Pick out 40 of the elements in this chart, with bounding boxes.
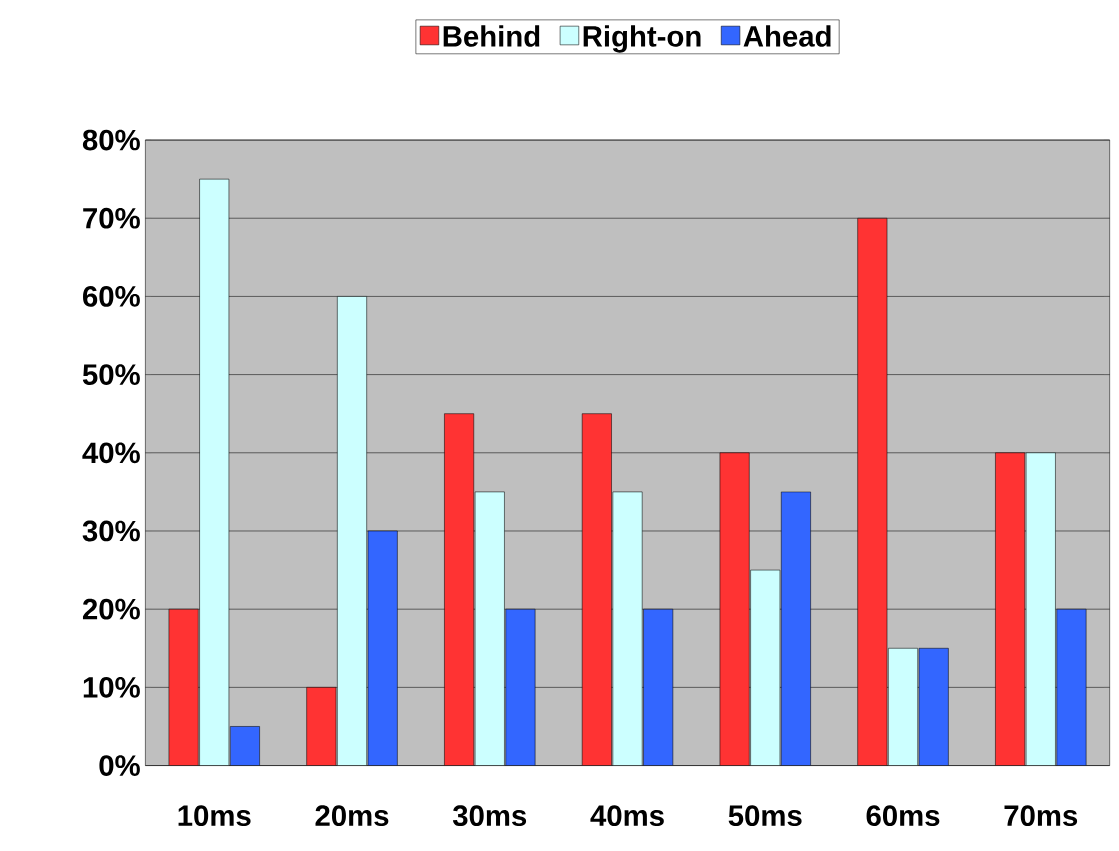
x-tick-label: 60ms: [866, 805, 940, 827]
bar: [581, 413, 612, 766]
bar: [643, 608, 674, 766]
bar: [1056, 608, 1087, 766]
bar: [857, 218, 888, 766]
y-tick-label: 10%: [83, 677, 140, 698]
x-tick-label: 40ms: [590, 805, 664, 827]
bar: [719, 452, 750, 766]
bar: [1025, 452, 1056, 766]
bar: [474, 491, 505, 766]
y-tick-label: 30%: [82, 520, 140, 542]
bar: [337, 296, 367, 766]
bar: [199, 178, 230, 766]
bar: [888, 648, 918, 766]
legend-label: Ahead: [743, 25, 831, 47]
x-tick-label: 20ms: [315, 805, 389, 827]
y-tick-label: 20%: [82, 598, 140, 620]
bar: [750, 569, 781, 766]
bar: [230, 726, 260, 766]
x-tick-label: 50ms: [728, 805, 802, 827]
y-tick-label: 80%: [82, 129, 140, 151]
y-tick-label: 50%: [82, 364, 140, 386]
bar: [612, 491, 643, 766]
legend-label: Right-on: [583, 25, 701, 53]
bar: [306, 687, 337, 766]
bar: [918, 648, 949, 766]
legend-label: Behind: [443, 25, 540, 47]
bar: [444, 413, 475, 766]
bar: [367, 530, 398, 766]
y-tick-label: 70%: [83, 207, 140, 229]
x-tick-label: 10ms: [178, 805, 251, 827]
y-tick-label: 0%: [99, 755, 140, 776]
bar: [168, 608, 199, 766]
x-tick-label: 30ms: [452, 805, 527, 827]
bar: [995, 452, 1026, 766]
y-tick-label: 40%: [82, 442, 140, 464]
bar: [505, 608, 536, 766]
bar: [781, 491, 811, 766]
x-tick-label: 70ms: [1004, 805, 1078, 827]
y-tick-label: 60%: [83, 286, 140, 307]
